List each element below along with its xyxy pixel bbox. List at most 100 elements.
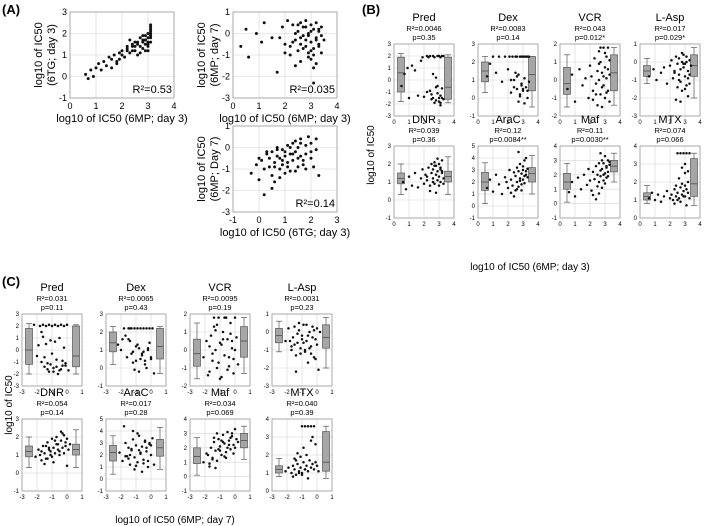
data-point (594, 164, 598, 168)
data-point (143, 359, 147, 363)
data-point (315, 343, 319, 346)
data-point (439, 180, 442, 184)
data-point (606, 170, 610, 174)
x-tick-label: -3 (269, 390, 275, 396)
data-point (512, 78, 516, 82)
y-tick-label: -2 (222, 186, 230, 196)
y-tick-label: 0 (388, 198, 392, 204)
data-point (591, 89, 595, 93)
y-tick-label: 1 (266, 471, 270, 477)
data-point (689, 64, 693, 67)
data-point (62, 324, 66, 328)
data-point (43, 355, 46, 359)
y-tick-label: 0 (184, 475, 188, 481)
data-point (679, 100, 682, 103)
data-point (413, 171, 417, 175)
data-point (299, 346, 302, 350)
data-point (230, 346, 234, 350)
data-point (286, 19, 290, 23)
x-tick-label: 3 (437, 222, 441, 228)
data-point (280, 25, 284, 29)
data-point (115, 59, 119, 63)
p-value-label: p=0.35 (412, 33, 435, 42)
y-tick-label: 2 (62, 29, 67, 39)
data-point (212, 436, 216, 439)
data-point (593, 177, 596, 181)
plot-frame (393, 145, 455, 219)
x-tick-label: 0 (315, 390, 319, 396)
data-point (299, 455, 302, 459)
data-point (312, 47, 316, 51)
y-axis-label: log10 of IC50(6MP; day 7) (196, 22, 221, 87)
data-point (518, 177, 522, 180)
data-point (676, 198, 679, 202)
data-point (262, 167, 266, 171)
r-squared-label: R²=0.0046 (406, 24, 441, 33)
y-tick-label: -2 (14, 372, 20, 378)
data-point (139, 451, 142, 454)
data-point (511, 55, 514, 58)
y-tick-label: 3 (472, 168, 476, 174)
data-point (145, 327, 148, 330)
data-point (267, 156, 271, 160)
data-point (317, 29, 321, 33)
data-point (518, 93, 522, 96)
data-point (273, 165, 277, 169)
x-tick-label: 0 (638, 120, 642, 126)
data-point (315, 327, 319, 330)
data-point (518, 162, 522, 166)
data-point (430, 162, 433, 166)
data-point (421, 55, 424, 59)
data-point (524, 169, 528, 173)
data-point (665, 82, 669, 85)
data-point (407, 175, 411, 178)
data-point (290, 348, 293, 352)
data-point (425, 178, 429, 182)
data-point (436, 178, 439, 182)
data-point (37, 448, 40, 451)
data-point (608, 100, 611, 103)
subplot-title: Maf (211, 387, 230, 399)
data-point (152, 372, 156, 375)
data-point (679, 80, 682, 84)
data-point (299, 21, 303, 25)
data-point (89, 68, 93, 72)
data-point (584, 76, 587, 80)
x-tick-label: 2 (119, 101, 124, 111)
data-point (314, 442, 317, 446)
data-point (410, 184, 414, 187)
data-point (606, 89, 610, 93)
x-tick-label: 3 (683, 222, 687, 228)
data-point (309, 141, 313, 145)
x-tick-label: -2 (202, 495, 208, 501)
data-point (436, 91, 439, 95)
data-point (208, 465, 211, 468)
data-point (146, 42, 150, 46)
data-point (205, 339, 208, 343)
data-point (413, 69, 417, 72)
data-point (293, 468, 296, 471)
data-point (304, 25, 308, 29)
data-point (431, 168, 435, 171)
data-point (262, 21, 266, 25)
data-point (312, 53, 316, 57)
data-point (508, 168, 511, 172)
data-point (309, 439, 313, 442)
data-point (293, 343, 296, 346)
data-point (128, 453, 132, 457)
y-tick-label: -1 (98, 489, 104, 495)
data-point (605, 164, 608, 168)
data-point (599, 174, 602, 178)
data-point (299, 137, 303, 141)
x-tick-label: 3 (437, 120, 441, 126)
data-point (142, 458, 145, 462)
data-point (102, 59, 106, 63)
data-point (515, 166, 519, 169)
y-tick-label: -1 (222, 50, 230, 60)
data-point (293, 150, 297, 154)
y-tick-label: 1 (225, 121, 230, 131)
data-point (55, 435, 58, 439)
